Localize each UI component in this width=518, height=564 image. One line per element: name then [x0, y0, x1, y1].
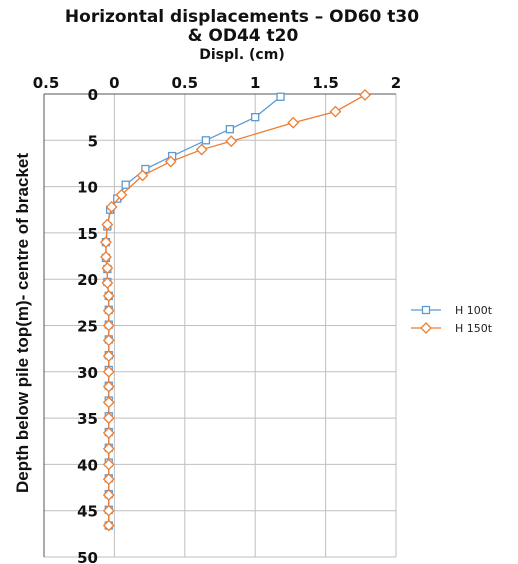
data-point: [359, 89, 371, 101]
data-point: [100, 251, 112, 263]
data-point: [101, 276, 114, 289]
data-point: [100, 236, 112, 249]
data-point: [105, 201, 118, 213]
data-point: [102, 350, 115, 362]
x-tick-label: 0.5: [33, 74, 60, 92]
y-tick-label: 15: [77, 225, 98, 243]
data-point: [101, 262, 114, 275]
data-point: [102, 504, 115, 517]
data-point: [121, 180, 130, 189]
data-point: [201, 136, 211, 145]
x-tick-label: 1.5: [312, 74, 339, 92]
data-point: [287, 116, 300, 129]
data-point: [115, 189, 128, 201]
x-tick-label: 0.5: [172, 74, 199, 92]
y-tick-label: 10: [77, 179, 98, 197]
data-point: [225, 135, 238, 148]
y-axis-title: Depth below pile top(m)- centre of brack…: [13, 153, 32, 493]
data-point: [102, 458, 115, 471]
y-tick-label: 0: [88, 86, 98, 104]
chart-title-line-1: Horizontal displacements – OD60 t30: [65, 7, 419, 27]
series-line: [105, 96, 281, 526]
x-tick-label: 0: [109, 74, 119, 92]
y-tick-label: 45: [77, 503, 98, 521]
y-tick-label: 50: [77, 549, 98, 564]
y-tick-label: 5: [88, 132, 98, 150]
data-point: [102, 289, 115, 302]
data-point: [102, 412, 115, 425]
chart-title-line-2: & OD44 t20: [188, 26, 299, 46]
data-point: [276, 92, 285, 101]
data-point: [102, 519, 115, 532]
y-tick-label: 35: [77, 410, 98, 428]
y-tick-label: 25: [77, 318, 98, 336]
y-tick-label: 40: [77, 456, 98, 474]
data-point: [102, 396, 115, 409]
x-tick-label: 2: [391, 74, 401, 92]
data-point: [102, 489, 115, 501]
data-point: [102, 334, 115, 347]
data-point: [225, 125, 235, 134]
data-point: [101, 218, 114, 231]
data-point: [164, 155, 177, 168]
data-point: [102, 319, 115, 332]
data-point: [102, 473, 115, 486]
data-point: [102, 365, 115, 378]
x-tick-label: 1: [250, 74, 260, 92]
data-point: [102, 380, 115, 393]
legend: H 100t H 150t: [411, 304, 493, 335]
data-point: [329, 105, 342, 118]
y-tick-label: 30: [77, 364, 98, 382]
x-axis-title: Displ. (cm): [199, 47, 284, 63]
legend-label: H 100t: [455, 304, 493, 317]
plot-series: [100, 89, 371, 532]
data-point: [195, 143, 208, 156]
data-point: [136, 169, 149, 182]
legend-marker: [420, 322, 432, 334]
data-point: [251, 113, 260, 122]
data-point: [102, 304, 115, 317]
data-point: [102, 442, 115, 455]
y-tick-label: 20: [77, 271, 98, 289]
legend-marker: [421, 305, 431, 315]
series-line: [105, 94, 366, 526]
data-point: [102, 426, 115, 439]
legend-label: H 150t: [455, 322, 493, 335]
